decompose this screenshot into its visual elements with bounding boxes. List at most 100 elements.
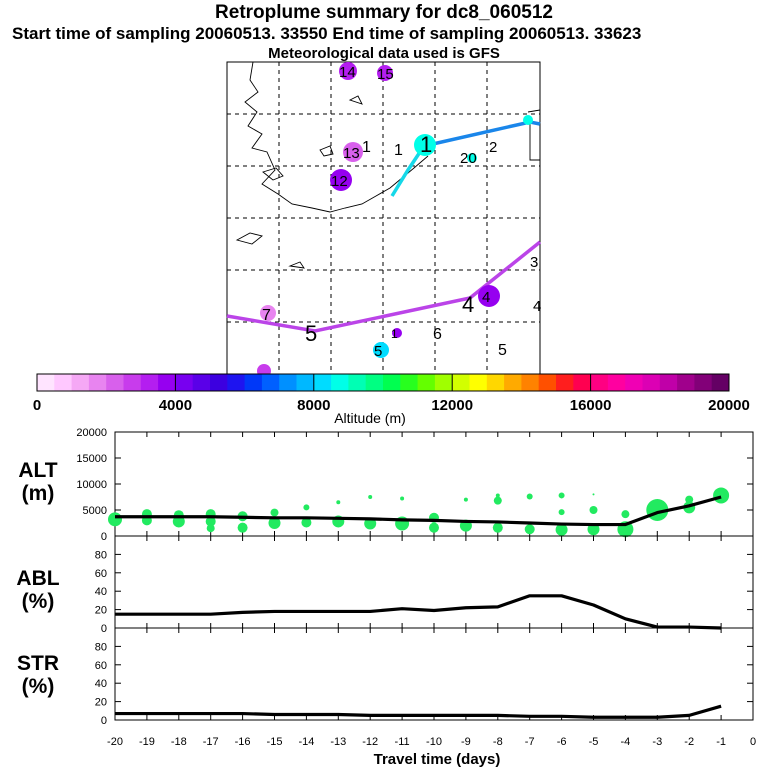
- panel-frame: [114, 627, 754, 721]
- x-axis-label: Travel time (days): [374, 751, 501, 768]
- colorbar-swatch: [244, 374, 263, 391]
- map-label: 4: [533, 298, 541, 315]
- alt-scatter-point: [237, 522, 248, 533]
- map-label: 1: [391, 327, 398, 341]
- colorbar-swatch: [331, 374, 349, 391]
- colorbar-swatch: [711, 374, 730, 391]
- str-line: [115, 704, 722, 719]
- str-unit: (%): [22, 675, 55, 698]
- x-tick-label: -17: [203, 736, 219, 748]
- alt-scatter-point: [205, 516, 216, 527]
- map-label: 1: [394, 142, 403, 159]
- map-markers: [257, 62, 533, 378]
- x-tick-label: -2: [684, 736, 694, 748]
- map-label: 7: [262, 307, 271, 324]
- map-labels: 1 1 1 2 20 13 12 14 15 3 4 4 4 5 5 5 6 7…: [262, 64, 541, 360]
- y-tick-label: 0: [101, 531, 107, 543]
- colorbar-swatch: [452, 374, 470, 391]
- map-marker: [414, 134, 436, 156]
- map-label: 20: [460, 150, 477, 167]
- map-marker: [330, 169, 352, 191]
- y-tick-label: 20: [95, 605, 107, 617]
- x-tick-label: -20: [107, 736, 123, 748]
- x-tick-label: -19: [139, 736, 155, 748]
- colorbar-swatch: [192, 374, 211, 391]
- altitude-colorbar: 0 4000 8000 12000 16000 20000: [33, 373, 750, 414]
- colorbar-swatch: [625, 374, 643, 391]
- y-tick-label: 15000: [76, 453, 107, 465]
- colorbar-swatch: [538, 374, 557, 391]
- x-tick-label: -3: [652, 736, 662, 748]
- x-tick-label: -14: [298, 736, 314, 748]
- time-series-panels: 0 5000 10000 15000 20000 0 20 40 60 80 0 20 40 60 80 -2…: [76, 427, 756, 748]
- alt-unit: (m): [22, 482, 55, 505]
- map-label: 4: [482, 289, 490, 306]
- alt-scatter-point: [558, 492, 565, 499]
- alt-scatter-point: [429, 522, 439, 533]
- x-tick-label: -4: [621, 736, 631, 748]
- colorbar-swatch: [642, 374, 661, 391]
- map-marker: [377, 65, 393, 81]
- colorbar-tick-label: 20000: [708, 397, 750, 414]
- colorbar-swatch: [486, 374, 505, 391]
- map-label: 14: [339, 64, 356, 81]
- y-tick-label: 60: [95, 568, 107, 580]
- x-tick-label: -5: [589, 736, 599, 748]
- abl-unit: (%): [22, 590, 55, 613]
- x-tick-label: 0: [750, 736, 756, 748]
- abl-line: [115, 594, 722, 630]
- sampling-times: Start time of sampling 20060513. 33550 E…: [12, 24, 642, 43]
- x-tick-label: -12: [362, 736, 378, 748]
- x-tick-label: -1: [716, 736, 726, 748]
- x-tick-label: -9: [461, 736, 471, 748]
- colorbar-swatch: [556, 374, 574, 391]
- y-tick-label: 10000: [76, 479, 107, 491]
- colorbar-swatch: [88, 374, 107, 391]
- colorbar-swatch: [123, 374, 142, 391]
- alt-scatter-point: [206, 524, 215, 533]
- y-tick-label: 40: [95, 586, 107, 598]
- colorbar-swatch: [296, 374, 315, 391]
- map-marker: [467, 153, 477, 163]
- chart-title: Retroplume summary for dc8_060512: [215, 2, 553, 23]
- alt-scatter-point: [463, 497, 468, 502]
- map-label: 5: [305, 321, 317, 346]
- colorbar-swatch: [400, 374, 418, 391]
- x-tick-label: -10: [426, 736, 442, 748]
- alt-label: ALT: [18, 459, 57, 482]
- alt-scatter-point: [555, 523, 568, 536]
- x-tick-label: -8: [493, 736, 503, 748]
- colorbar-swatch: [313, 374, 332, 391]
- map-marker: [373, 342, 389, 358]
- map-marker: [260, 305, 276, 321]
- alt-scatter-point: [108, 512, 122, 527]
- abl-label: ABL: [16, 567, 59, 590]
- x-tick-label: -13: [330, 736, 346, 748]
- map-label: 5: [498, 342, 507, 359]
- colorbar-swatch: [365, 374, 384, 391]
- x-tick-label: -7: [525, 736, 535, 748]
- colorbar-swatch: [261, 374, 280, 391]
- colorbar-swatch: [210, 374, 228, 391]
- colorbar-swatch: [677, 374, 695, 391]
- y-tick-label: 80: [95, 641, 107, 653]
- alt-scatter-point: [336, 500, 341, 505]
- colorbar-xlabel: Altitude (m): [334, 410, 406, 426]
- colorbar-swatch: [573, 374, 591, 391]
- y-tick-label: 5000: [83, 505, 107, 517]
- alt-scatter-point: [172, 515, 185, 528]
- colorbar-swatch: [607, 374, 626, 391]
- colorbar-swatch: [37, 374, 55, 391]
- map-marker: [392, 328, 402, 338]
- colorbar-swatch: [383, 374, 401, 391]
- map-label: 15: [377, 66, 394, 83]
- map-marker: [339, 62, 357, 80]
- colorbar-swatch: [227, 374, 245, 391]
- str-label: STR: [17, 652, 59, 675]
- map-label: 3: [530, 254, 538, 271]
- colorbar-swatch: [106, 374, 124, 391]
- alt-scatter-point: [400, 496, 405, 501]
- alt-scatter-point: [592, 493, 595, 496]
- map-label: 2: [489, 139, 497, 156]
